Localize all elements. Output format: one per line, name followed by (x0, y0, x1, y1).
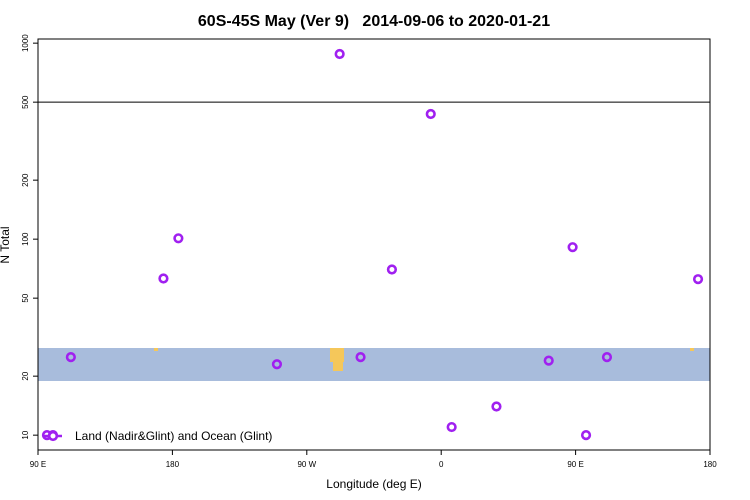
y-tick-label: 500 (21, 95, 30, 109)
land (333, 362, 343, 371)
point (386, 264, 398, 275)
land-areas (154, 348, 694, 371)
point (334, 48, 345, 60)
land (690, 348, 694, 351)
point (158, 273, 169, 284)
x-tick-label: 90 W (297, 460, 316, 469)
point (567, 242, 578, 253)
point (692, 274, 704, 285)
y-tick-label: 10 (21, 430, 30, 439)
x-tick-label: 180 (166, 460, 180, 469)
point (271, 359, 283, 370)
y-tick-label: 200 (21, 173, 30, 187)
legend-label: Land (Nadir&Glint) and Ocean (Glint) (75, 429, 272, 443)
legend-marker (47, 430, 59, 442)
x-tick-label: 0 (439, 460, 444, 469)
plot-frame (37, 38, 711, 451)
point (425, 108, 436, 120)
x-tick-label: 180 (703, 460, 717, 469)
y-axis-label: N Total (0, 226, 12, 263)
x-tick-label: 90 E (567, 460, 583, 469)
point (446, 421, 457, 433)
y-tick-label: 20 (21, 371, 30, 380)
point (601, 352, 613, 363)
y-tick-label: 100 (21, 232, 30, 246)
point (491, 401, 502, 412)
point (173, 233, 184, 244)
map-band (38, 348, 710, 381)
x-axis-label: Longitude (deg E) (326, 477, 421, 491)
y-tick-label: 1000 (21, 34, 30, 52)
land (154, 348, 158, 351)
y-tick-label: 50 (21, 293, 30, 302)
point (543, 355, 554, 366)
chart-title: 60S-45S May (Ver 9) 2014-09-06 to 2020-0… (198, 13, 550, 30)
point (65, 352, 76, 363)
land (330, 348, 344, 362)
x-tick-label: 90 E (30, 460, 46, 469)
point (355, 352, 366, 363)
point (580, 430, 592, 441)
